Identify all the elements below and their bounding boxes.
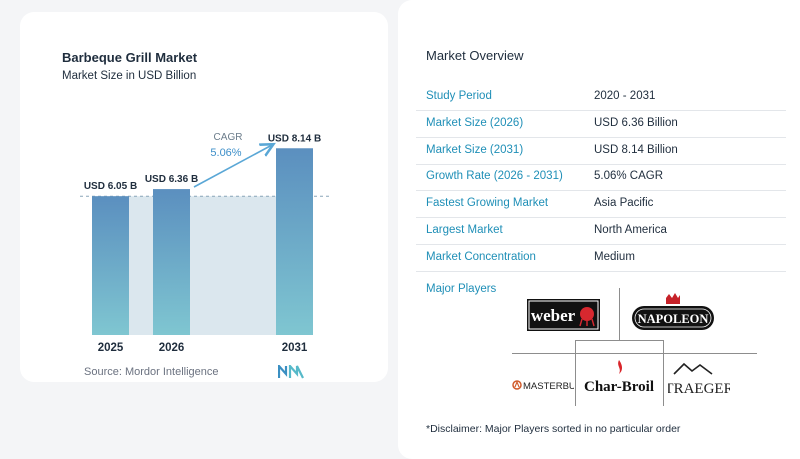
masterbuilt-wordmark: MASTERBUILT	[523, 381, 574, 392]
overview-row: Largest Market North America	[416, 218, 786, 245]
char-broil-wordmark: Char-Broil	[584, 379, 654, 395]
cagr-value: 5.06%	[210, 147, 241, 159]
value-label: USD 6.05 B	[84, 181, 137, 192]
overview-card	[398, 0, 800, 459]
overview-row: Study Period 2020 - 2031	[416, 84, 786, 111]
traeger-wordmark: TRAEGER	[668, 381, 730, 396]
x-tick-label: 2026	[159, 342, 185, 354]
overview-value: Asia Pacific	[594, 197, 654, 210]
overview-label: Market Concentration	[426, 250, 536, 263]
overview-value: Medium	[594, 250, 635, 263]
overview-title: Market Overview	[426, 48, 524, 63]
major-players-title: Major Players	[426, 283, 497, 295]
bar-2031	[276, 148, 313, 335]
cagr-arrow	[193, 145, 272, 188]
x-tick-label: 2025	[98, 342, 124, 354]
napoleon-wordmark: NAPOLEON	[638, 312, 709, 326]
overview-row: Fastest Growing Market Asia Pacific	[416, 191, 786, 219]
traeger-logo: TRAEGER	[668, 362, 730, 396]
logo-divider	[575, 340, 576, 406]
overview-value: USD 6.36 Billion	[594, 116, 678, 129]
overview-label: Fastest Growing Market	[426, 197, 549, 210]
bar-2025	[92, 196, 129, 335]
logo-divider	[512, 353, 757, 354]
value-label: USD 6.36 B	[145, 174, 198, 185]
value-label: USD 8.14 B	[268, 133, 321, 144]
source-note: Source: Mordor Intelligence	[84, 366, 219, 378]
napoleon-logo: NAPOLEON	[632, 293, 714, 330]
masterbuilt-logo: MASTERBUILT	[512, 380, 574, 392]
cagr-label: CAGR	[214, 132, 243, 143]
chart-subtitle: Market Size in USD Billion	[62, 70, 197, 82]
bar-chart: USD 6.05 B 2025 USD 6.36 B 2026 USD 8.14 B 20…	[80, 132, 330, 354]
disclaimer: *Disclaimer: Major Players sorted in no …	[426, 423, 681, 435]
overview-label: Market Size (2031)	[426, 143, 524, 156]
chart-title: Barbeque Grill Market	[62, 50, 198, 65]
overview-value: USD 8.14 Billion	[594, 143, 678, 156]
bar-2026	[153, 189, 190, 335]
overview-label: Growth Rate (2026 - 2031)	[426, 170, 563, 183]
char-broil-logo: Char-Broil	[584, 360, 654, 395]
logo-divider	[663, 340, 664, 406]
overview-row: Market Concentration Medium	[416, 245, 786, 272]
overview-value: 2020 - 2031	[594, 90, 656, 102]
overview-label: Largest Market	[426, 224, 503, 236]
weber-wordmark: weber	[531, 306, 576, 325]
overview-label: Study Period	[426, 90, 492, 102]
overview-value: North America	[594, 224, 667, 236]
x-tick-label: 2031	[282, 342, 308, 354]
overview-row: Market Size (2026) USD 6.36 Billion	[416, 111, 786, 138]
mordor-logo-icon	[278, 365, 304, 379]
logo-divider	[575, 340, 663, 341]
overview-row: Market Size (2031) USD 8.14 Billion	[416, 138, 786, 165]
overview-value: 5.06% CAGR	[594, 170, 664, 183]
overview-row: Growth Rate (2026 - 2031) 5.06% CAGR	[416, 164, 786, 192]
logo-divider	[619, 288, 620, 340]
weber-logo: weber	[527, 299, 600, 331]
overview-label: Market Size (2026)	[426, 116, 524, 129]
